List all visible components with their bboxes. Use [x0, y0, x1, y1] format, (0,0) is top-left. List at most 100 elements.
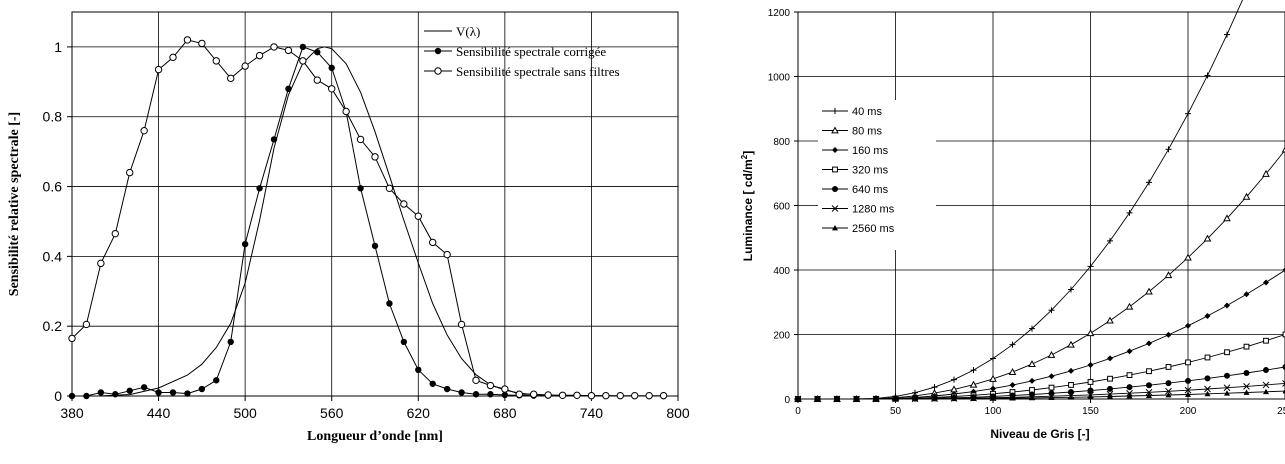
left-y-tick-label: 0: [54, 388, 62, 404]
right-series-point-6: [853, 396, 860, 402]
right-series-point-3: [1224, 349, 1230, 356]
right-y-tick-label: 600: [773, 202, 790, 213]
right-series-point-0: [951, 376, 957, 383]
left-series-point-2: [169, 53, 177, 62]
left-y-tick-label: 0.4: [43, 248, 63, 264]
left-series-point-2: [486, 381, 495, 390]
right-legend-marker: [832, 147, 838, 153]
right-legend-label: 2560 ms: [852, 223, 895, 235]
right-series-point-0: [1048, 307, 1055, 314]
right-series-point-3: [1087, 379, 1094, 385]
left-series-point-1: [314, 48, 321, 56]
right-series-point-3: [1165, 364, 1172, 370]
right-series-point-4: [1204, 375, 1211, 382]
right-series-point-6: [951, 395, 957, 402]
left-series-point-2: [328, 85, 336, 93]
left-series-point-2: [659, 391, 668, 400]
right-series-point-6: [1126, 393, 1133, 399]
right-series-point-6: [912, 395, 918, 402]
right-series-point-1: [1184, 253, 1192, 261]
right-series-point-5: [1243, 383, 1250, 390]
right-series-point-6: [1165, 392, 1172, 398]
left-series-point-1: [213, 377, 220, 384]
right-y-axis-label-main: Luminance [ cd/m: [741, 159, 755, 261]
right-x-tick-label: 250: [1277, 406, 1285, 417]
right-series-point-6: [970, 395, 977, 401]
right-series-point-0: [1029, 325, 1035, 332]
left-series-point-2: [270, 43, 278, 51]
left-legend-marker: [434, 47, 442, 55]
left-series-point-1: [97, 389, 105, 396]
left-series-point-1: [112, 391, 119, 398]
right-series-point-4: [1107, 385, 1113, 392]
left-series-point-2: [371, 153, 379, 161]
right-series-point-3: [1282, 331, 1285, 338]
left-legend-marker: [434, 67, 442, 75]
right-series-point-5: [1262, 381, 1270, 389]
left-series-point-1: [285, 85, 292, 93]
right-series-point-1: [1223, 214, 1231, 222]
right-series-point-3: [1068, 382, 1074, 388]
left-series-point-2: [241, 62, 249, 70]
left-series-point-2: [97, 259, 105, 268]
left-series-point-2: [68, 334, 76, 343]
right-x-tick-label: 150: [1082, 406, 1099, 417]
left-series-point-1: [140, 384, 148, 391]
left-tick-labels: 380 440 500 560 620 680 740 800 0 0.2 0.4 0.6 0.8 1: [43, 39, 690, 421]
right-legend-marker: [832, 108, 838, 114]
left-x-tick-label: 500: [233, 405, 257, 421]
right-series-point-3: [1185, 359, 1191, 366]
left-series-point-2: [457, 320, 466, 329]
right-series-point-3: [1263, 337, 1269, 344]
right-x-tick-label: 200: [1180, 406, 1197, 417]
left-series-point-1: [155, 389, 162, 396]
right-series-point-6: [1068, 394, 1074, 400]
left-series-point-2: [429, 238, 437, 247]
right-series-point-3: [1107, 375, 1113, 382]
right-series-point-4: [1087, 387, 1094, 394]
right-series-line-3: [798, 334, 1285, 400]
left-series-point-1: [198, 385, 206, 393]
right-series-point-6: [1087, 393, 1094, 400]
right-series-point-6: [1204, 390, 1211, 397]
right-series-point-5: [1223, 384, 1231, 392]
right-series-point-1: [1242, 192, 1251, 200]
right-legend-label: 160 ms: [852, 145, 889, 157]
left-series-point-2: [602, 391, 610, 400]
right-series-point-4: [1243, 370, 1250, 377]
right-series-point-6: [1048, 394, 1055, 400]
left-series-point-2: [227, 74, 235, 83]
right-series-point-4: [1224, 372, 1230, 379]
right-series-point-3: [1243, 343, 1250, 350]
left-series-point-1: [429, 380, 436, 387]
left-legend-label: Sensibilité spectrale corrigée: [456, 44, 606, 59]
right-legend-marker: [832, 225, 838, 231]
right-series-point-1: [1281, 146, 1285, 153]
right-series-point-2: [990, 385, 996, 392]
right-series-point-2: [1029, 377, 1035, 384]
right-y-tick-label: 0: [784, 395, 790, 406]
right-series-point-6: [1185, 391, 1191, 397]
right-series-point-2: [1107, 355, 1113, 362]
left-x-tick-label: 440: [147, 405, 171, 421]
right-series-point-5: [1282, 380, 1285, 387]
left-series-point-2: [154, 65, 163, 74]
left-series-point-1: [328, 64, 335, 72]
left-series-point-1: [371, 242, 379, 250]
right-series-point-3: [1204, 354, 1211, 361]
left-series-point-1: [415, 366, 422, 374]
left-series-line-1: [72, 46, 664, 397]
left-series-point-2: [140, 126, 148, 135]
right-series-point-1: [1145, 287, 1153, 295]
right-series-point-6: [990, 395, 996, 401]
right-series-point-2: [1282, 267, 1285, 273]
right-series-point-2: [1185, 322, 1191, 329]
left-y-axis-label: Sensibilité relative spectrale [-]: [7, 112, 22, 296]
left-series-point-1: [126, 387, 133, 394]
right-legend: 40 ms 80 ms 160 ms 320 ms 640 ms 1280 ms 2560 …: [822, 106, 895, 235]
left-series-point-1: [227, 338, 234, 346]
left-x-tick-label: 800: [666, 405, 690, 421]
right-legend-marker: [831, 126, 839, 134]
right-x-tick-label: 0: [795, 406, 801, 417]
left-series-point-2: [573, 391, 581, 400]
